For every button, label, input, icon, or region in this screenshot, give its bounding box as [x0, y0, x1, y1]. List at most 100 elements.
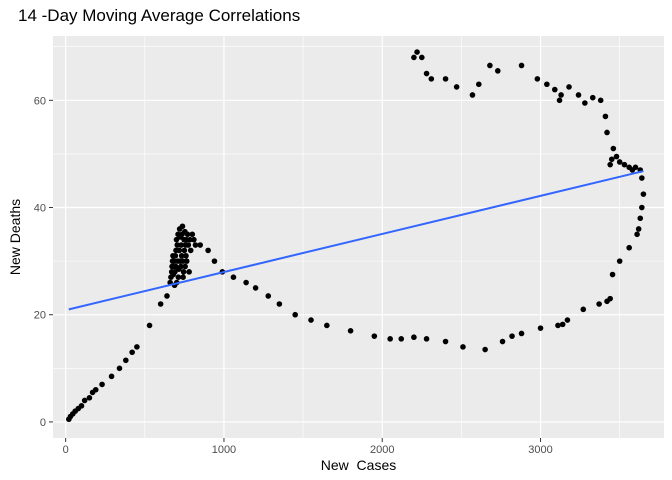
data-point	[596, 301, 602, 307]
data-point	[180, 269, 187, 275]
data-point	[621, 161, 628, 168]
data-point	[78, 403, 85, 409]
data-point	[423, 336, 430, 342]
data-point	[639, 175, 645, 181]
data-point	[183, 258, 190, 264]
data-point	[292, 311, 298, 318]
data-point	[613, 153, 620, 160]
data-point	[604, 129, 610, 136]
data-point	[99, 381, 105, 388]
data-point	[482, 346, 488, 353]
data-point	[252, 285, 259, 291]
data-point	[411, 334, 417, 341]
data-point	[544, 81, 550, 88]
data-point	[518, 330, 525, 337]
data-point	[602, 113, 609, 120]
data-point	[398, 336, 405, 342]
y-tick-label: 0	[40, 417, 46, 429]
trend-line	[68, 170, 644, 311]
data-point	[469, 92, 476, 98]
data-point	[476, 81, 482, 88]
plot-panel	[53, 36, 664, 438]
data-point	[559, 321, 566, 328]
data-point	[191, 236, 197, 243]
data-point	[230, 274, 237, 281]
data-point	[639, 204, 645, 211]
data-point	[551, 86, 558, 93]
data-point	[243, 279, 249, 286]
data-point	[555, 322, 561, 329]
data-point	[129, 349, 135, 356]
data-point	[607, 295, 613, 302]
data-point	[460, 344, 466, 350]
data-point	[607, 161, 613, 168]
data-point	[205, 247, 211, 254]
data-point	[276, 301, 283, 307]
data-point	[164, 293, 170, 299]
data-point	[534, 76, 541, 82]
major-gridlines	[53, 36, 664, 438]
data-point	[92, 386, 99, 393]
y-tick-label: 60	[34, 95, 46, 107]
data-point	[580, 306, 587, 313]
data-point	[146, 322, 153, 329]
data-point	[428, 76, 435, 82]
x-axis-ticks: 0 1000 2000 3000	[63, 438, 553, 456]
data-point	[637, 215, 644, 222]
data-point	[108, 373, 115, 380]
data-point	[453, 84, 460, 90]
data-point	[494, 68, 501, 74]
data-point	[181, 247, 188, 254]
x-tick-label: 3000	[528, 444, 552, 456]
data-point	[609, 271, 616, 278]
data-point	[183, 252, 189, 259]
data-point	[608, 156, 615, 163]
trend-line-group	[68, 170, 644, 311]
data-point	[610, 145, 617, 152]
data-point	[324, 322, 330, 329]
data-point	[499, 338, 506, 345]
chart-title: 14 -Day Moving Average Correlations	[18, 6, 301, 25]
data-point	[487, 62, 493, 69]
data-point	[616, 258, 623, 264]
y-axis-ticks: 0 20 40 60	[34, 95, 53, 429]
data-point	[81, 397, 88, 404]
data-point	[635, 226, 642, 232]
data-point	[187, 236, 193, 243]
data-point	[442, 338, 449, 345]
y-axis-title: New Deaths	[7, 199, 23, 275]
x-tick-label: 1000	[212, 444, 236, 456]
data-point	[174, 242, 181, 248]
data-point	[582, 100, 588, 106]
data-point	[116, 365, 123, 372]
data-point	[556, 97, 563, 104]
data-point	[575, 92, 582, 98]
data-point	[192, 242, 199, 248]
data-point	[371, 333, 378, 339]
x-tick-label: 0	[63, 444, 69, 456]
data-point	[265, 293, 272, 299]
data-point	[634, 231, 640, 238]
data-point	[175, 274, 182, 281]
data-point	[173, 236, 180, 243]
data-point	[347, 328, 354, 334]
data-point	[589, 94, 596, 101]
data-point	[558, 92, 564, 98]
data-point	[640, 191, 647, 197]
data-point	[626, 164, 632, 171]
data-point	[197, 242, 204, 248]
data-point	[176, 247, 183, 254]
data-point	[182, 263, 188, 270]
data-point	[387, 336, 393, 342]
data-point	[414, 49, 420, 55]
data-point	[564, 317, 571, 323]
data-point	[184, 231, 191, 238]
data-point	[411, 54, 417, 61]
data-point	[178, 242, 185, 248]
data-point	[537, 325, 544, 331]
data-point	[157, 301, 164, 307]
data-point	[178, 263, 184, 270]
data-point	[211, 258, 218, 264]
y-tick-label: 40	[34, 203, 46, 215]
